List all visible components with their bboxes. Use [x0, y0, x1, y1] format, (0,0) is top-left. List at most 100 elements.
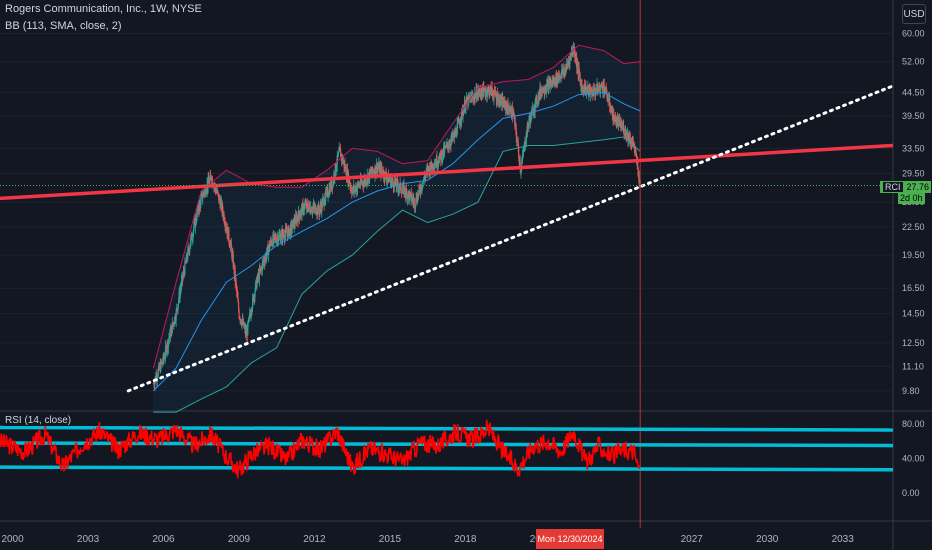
- candle-body: [398, 188, 400, 191]
- candle-body: [619, 119, 621, 128]
- candle-body: [426, 169, 428, 171]
- candle-body: [300, 209, 302, 215]
- candle-body: [342, 161, 344, 163]
- candle-body: [266, 253, 268, 259]
- candle-body: [416, 194, 419, 202]
- candle-body: [579, 73, 581, 76]
- candle-body: [516, 135, 518, 142]
- candle-body: [513, 115, 515, 118]
- candle-body: [567, 62, 569, 66]
- price-axis-label: 39.50: [902, 111, 925, 121]
- currency-button[interactable]: USD: [902, 4, 926, 24]
- candle-body: [405, 188, 407, 195]
- rsi-axis-label: 0.00: [902, 488, 920, 498]
- candle-body: [209, 174, 211, 180]
- candle-body: [514, 117, 516, 126]
- candle-body: [600, 85, 602, 88]
- candle-body: [182, 271, 185, 276]
- candle-body: [614, 115, 617, 119]
- time-axis-label: 2018: [454, 534, 477, 545]
- indicator-legend-bb[interactable]: BB (113, SMA, close, 2): [5, 20, 122, 32]
- symbol-title[interactable]: Rogers Communication, Inc., 1W, NYSE: [5, 3, 202, 15]
- candle-body: [631, 142, 633, 145]
- candle-body: [275, 236, 277, 240]
- candle-body: [457, 121, 459, 125]
- candle-body: [177, 308, 179, 310]
- candle-body: [254, 283, 257, 292]
- candle-body: [336, 165, 338, 169]
- candle-body: [311, 208, 314, 212]
- candle-body: [222, 204, 224, 213]
- candle-body: [463, 108, 465, 115]
- trend-drawings[interactable]: [0, 0, 895, 528]
- candle-body: [335, 168, 337, 171]
- candle-body: [336, 155, 338, 166]
- candle-body: [613, 114, 615, 121]
- candle-body: [632, 140, 634, 145]
- candle-body: [251, 311, 253, 314]
- candle-body: [416, 197, 418, 202]
- candle-body: [628, 133, 630, 140]
- candle-body: [235, 280, 237, 286]
- candle-body: [460, 122, 462, 124]
- candle-body: [436, 165, 439, 167]
- candle-body: [583, 84, 586, 93]
- time-axis-label: 2009: [228, 534, 251, 545]
- candle-body: [230, 242, 232, 248]
- candle-body: [634, 147, 636, 150]
- candle-body: [294, 223, 296, 225]
- candle-body: [253, 295, 255, 301]
- candle-body: [334, 175, 336, 178]
- candle-body: [496, 93, 498, 104]
- bb-lower-line: [153, 136, 641, 413]
- candle-body: [528, 117, 530, 122]
- candle-body: [593, 87, 595, 96]
- candle-body: [616, 118, 618, 125]
- candle-body: [350, 187, 352, 192]
- candle-body: [410, 192, 412, 201]
- candle-body: [572, 49, 574, 55]
- candle-body: [186, 259, 188, 260]
- time-axis-label: 2006: [152, 534, 175, 545]
- candle-body: [322, 198, 324, 200]
- candle-body: [229, 244, 231, 248]
- candle-body: [202, 196, 204, 199]
- candle-body: [319, 209, 321, 214]
- candle-body: [491, 91, 494, 93]
- candle-body: [358, 184, 361, 187]
- candle-body: [479, 91, 482, 95]
- time-axis-label: 2030: [756, 534, 779, 545]
- candle-body: [299, 214, 302, 216]
- candle-body: [371, 173, 373, 175]
- candle-body: [223, 221, 226, 224]
- candle-body: [500, 95, 502, 104]
- candle-body: [270, 240, 272, 242]
- candle-body: [522, 151, 525, 153]
- indicator-legend-rsi[interactable]: RSI (14, close): [5, 415, 72, 426]
- candle-body: [278, 235, 280, 240]
- candle-body: [375, 171, 377, 174]
- candle-body: [567, 62, 570, 64]
- candle-body: [168, 336, 171, 339]
- candle-body: [456, 124, 458, 135]
- candle-body: [176, 307, 178, 309]
- cursor-date-label: Mon 12/30/2024: [536, 529, 604, 549]
- candle-body: [190, 238, 192, 245]
- candle-body: [388, 178, 391, 180]
- candle-body: [318, 205, 320, 211]
- candle-body: [512, 115, 514, 117]
- candle-body: [504, 100, 506, 108]
- candle-body: [450, 140, 452, 146]
- candle-body: [194, 217, 197, 227]
- candle-body: [327, 196, 329, 197]
- candle-body: [409, 193, 411, 200]
- candle-body: [407, 191, 409, 198]
- price-axis-label: 52.00: [902, 57, 925, 67]
- candle-body: [579, 75, 581, 81]
- candle-body: [522, 152, 524, 154]
- candle-body: [354, 188, 356, 191]
- price-axis-label: 12.50: [902, 338, 925, 348]
- candle-body: [266, 247, 268, 254]
- candle-body: [406, 191, 408, 199]
